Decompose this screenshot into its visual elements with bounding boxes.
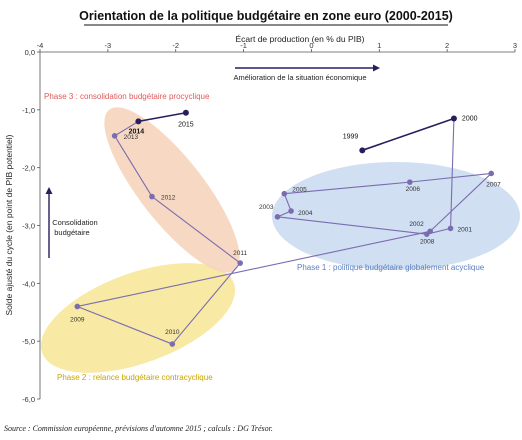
data-point-2009: [74, 303, 81, 310]
data-label-2012: 2012: [161, 195, 176, 202]
x-tick-label: 3: [513, 41, 517, 50]
data-label-2009: 2009: [70, 316, 85, 323]
data-label-2015: 2015: [178, 122, 194, 129]
data-label-2006: 2006: [406, 186, 421, 193]
series-segment: [138, 111, 187, 123]
series-segment: [151, 196, 241, 264]
data-label-2013: 2013: [124, 134, 139, 141]
data-point-1999: [359, 147, 366, 154]
x-tick-label: -1: [240, 41, 247, 50]
data-label-2004: 2004: [298, 210, 313, 217]
source-note: Source : Commission européenne, prévisio…: [4, 424, 273, 433]
y-tick-label: -3,0: [22, 222, 35, 231]
data-label-2007: 2007: [486, 181, 501, 188]
data-point-2005: [281, 190, 288, 197]
phase3-ellipse: [104, 107, 240, 273]
y-tick-label: 0,0: [25, 48, 35, 57]
x-axis-label: Écart de production (en % du PIB): [236, 34, 365, 44]
phase2-label: Phase 2 : relance budgétaire contracycli…: [57, 373, 213, 382]
series-points: [74, 109, 495, 347]
data-label-2001: 2001: [458, 226, 473, 233]
chart-title: Orientation de la politique budgétaire e…: [79, 9, 453, 23]
y-tick-label: -6,0: [22, 395, 35, 404]
y-tick-label: -1,0: [22, 106, 35, 115]
data-label-2010: 2010: [165, 329, 180, 336]
series-segment: [284, 181, 410, 195]
consolidation-arrow-head: [45, 187, 53, 194]
data-point-2014: [135, 118, 142, 125]
data-label-2005: 2005: [292, 187, 307, 194]
data-label-2003: 2003: [259, 204, 274, 211]
consolidation-label-line2: budgétaire: [54, 228, 89, 237]
data-point-2003: [274, 214, 281, 220]
x-tick-label: 2: [445, 41, 449, 50]
phase3-label: Phase 3 : consolidation budgétaire procy…: [44, 92, 210, 101]
data-point-2007: [488, 170, 495, 177]
series-segment: [114, 135, 153, 197]
data-label-2000: 2000: [462, 116, 478, 123]
phase2-ellipse: [40, 263, 236, 373]
data-label-2002: 2002: [409, 221, 424, 228]
data-label-2014: 2014: [129, 128, 145, 135]
series-segment: [171, 262, 241, 345]
series-segment: [449, 118, 455, 229]
consolidation-label-line1: Consolidation: [52, 218, 97, 227]
data-point-2011: [237, 260, 243, 266]
y-axis-label: Solde ajusté du cycle (en point de PIB p…: [4, 134, 14, 315]
phase1-label: Phase 1 : politique budgétaire globaleme…: [297, 263, 485, 272]
series-segment: [77, 230, 431, 308]
x-tick-label: -2: [172, 41, 179, 50]
data-point-2008: [427, 228, 433, 235]
data-label-2011: 2011: [233, 250, 247, 257]
series-segment: [283, 193, 292, 212]
series-segment: [277, 216, 427, 235]
series-segment: [77, 305, 173, 345]
data-point-2000: [450, 115, 457, 122]
y-tick-label: -5,0: [22, 337, 35, 346]
data-point-2010: [169, 341, 176, 347]
data-point-2013: [111, 133, 118, 139]
data-point-2004: [288, 208, 294, 214]
series-labels: 1999 2000 2001 2002 2003 2004 2005 2006 2007 2008…: [70, 116, 501, 337]
data-point-2012: [149, 193, 155, 200]
series-segment: [429, 173, 492, 232]
series-segment: [409, 172, 492, 183]
x-tick-label: -4: [37, 41, 44, 50]
series-segment: [114, 120, 139, 137]
data-point-2006: [407, 179, 413, 185]
data-label-1999: 1999: [343, 133, 359, 140]
improvement-label: Amélioration de la situation économique: [234, 73, 367, 82]
x-tick-label: 0: [309, 41, 313, 50]
y-tick-label: -2,0: [22, 164, 35, 173]
x-tick-label: 1: [377, 41, 381, 50]
data-point-2015: [182, 109, 189, 116]
improvement-arrow-head: [373, 64, 380, 72]
series-segment: [362, 117, 455, 152]
data-point-2001: [447, 225, 454, 232]
y-tick-label: -4,0: [22, 279, 35, 288]
x-tick-label: -3: [105, 41, 112, 50]
data-label-2008: 2008: [420, 238, 435, 245]
axes: -4 -3 -2 -1 0 1 2 3 0,0 -1,0 -2,0 -3,0 -4,0 -5,0 -6,0: [22, 41, 517, 404]
